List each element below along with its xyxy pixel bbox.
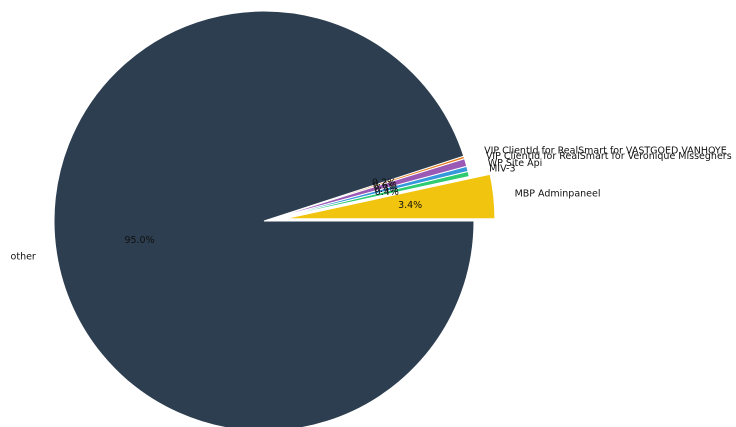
category-label-mbp-adminpaneel: MBP Adminpaneel [515,189,601,200]
percent-labels: 3.4%0.4%0.4%0.6%0.2%95.0% [124,177,422,246]
percent-label-mbp-adminpaneel: 3.4% [398,200,422,211]
percent-label-other: 95.0% [124,235,154,246]
pie-slices [53,10,496,427]
percent-label-vip-clientid-for-realsmart-for-veronique-misseghers: 0.6% [373,180,397,191]
category-label-vip-clientid-for-realsmart-for-vastgoed-vanhoye: VIP ClientId for RealSmart for VASTGOED … [484,145,727,156]
pie-slice-mbp-adminpaneel [284,173,496,220]
category-label-wp-site-api: WP Site Api [488,158,543,169]
percent-label-vip-clientid-for-realsmart-for-vastgoed-vanhoye: 0.2% [372,177,396,188]
percent-label-miv-3: 0.4% [375,187,399,198]
category-label-vip-clientid-for-realsmart-for-veronique-misseghers: VIP ClientId for RealSmart for Veronique… [486,151,732,162]
percent-label-wp-site-api: 0.4% [374,184,398,195]
category-label-miv-3: MIV-3 [489,164,515,175]
category-label-other: other [11,252,36,263]
pie-slice-other [53,10,475,427]
